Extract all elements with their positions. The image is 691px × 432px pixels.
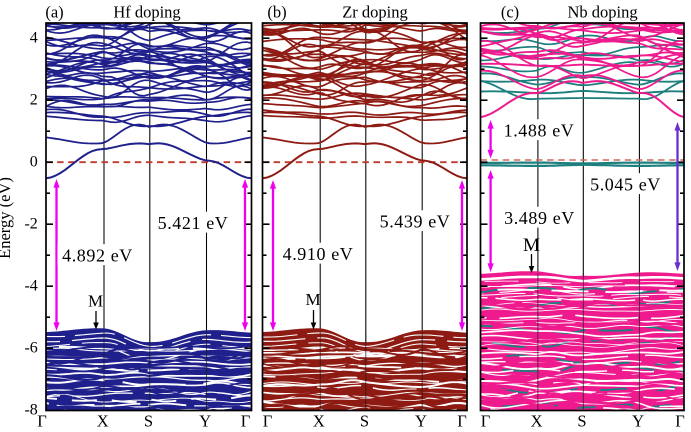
svg-text:4.892 eV: 4.892 eV: [62, 245, 133, 265]
svg-text:5.439 eV: 5.439 eV: [380, 211, 451, 231]
svg-text:Γ: Γ: [675, 411, 685, 430]
svg-text:Energy (eV): Energy (eV): [0, 177, 14, 259]
svg-text:4: 4: [30, 30, 38, 47]
svg-text:Y: Y: [199, 411, 211, 430]
svg-text:Zr doping: Zr doping: [342, 2, 408, 21]
svg-text:4.910 eV: 4.910 eV: [283, 244, 354, 264]
svg-text:-4: -4: [24, 278, 37, 295]
svg-text:M: M: [88, 292, 103, 311]
svg-text:Y: Y: [632, 411, 644, 430]
svg-text:Γ: Γ: [481, 411, 491, 430]
svg-text:Γ: Γ: [457, 411, 467, 430]
svg-text:S: S: [577, 411, 586, 430]
svg-text:(c): (c): [501, 2, 519, 21]
svg-text:Γ: Γ: [263, 411, 273, 430]
svg-text:X: X: [313, 411, 325, 430]
svg-text:Nb doping: Nb doping: [567, 2, 637, 21]
svg-text:Hf doping: Hf doping: [113, 2, 180, 21]
svg-text:M: M: [305, 290, 320, 309]
svg-text:2: 2: [30, 92, 38, 109]
svg-text:X: X: [97, 411, 109, 430]
svg-text:(a): (a): [45, 2, 63, 21]
svg-text:Γ: Γ: [37, 411, 47, 430]
svg-text:(b): (b): [267, 2, 286, 21]
svg-text:0: 0: [30, 154, 38, 171]
svg-text:X: X: [531, 411, 543, 430]
svg-text:-2: -2: [24, 216, 37, 233]
svg-text:S: S: [144, 411, 153, 430]
svg-text:Γ: Γ: [241, 411, 251, 430]
svg-text:1.488 eV: 1.488 eV: [504, 120, 575, 140]
svg-text:-8: -8: [24, 402, 37, 419]
svg-text:-6: -6: [24, 340, 37, 357]
svg-text:5.421 eV: 5.421 eV: [158, 213, 229, 233]
svg-text:Y: Y: [415, 411, 427, 430]
svg-text:M: M: [523, 235, 540, 256]
svg-text:5.045 eV: 5.045 eV: [590, 174, 661, 194]
svg-text:S: S: [360, 411, 369, 430]
svg-text:3.489 eV: 3.489 eV: [504, 208, 575, 228]
